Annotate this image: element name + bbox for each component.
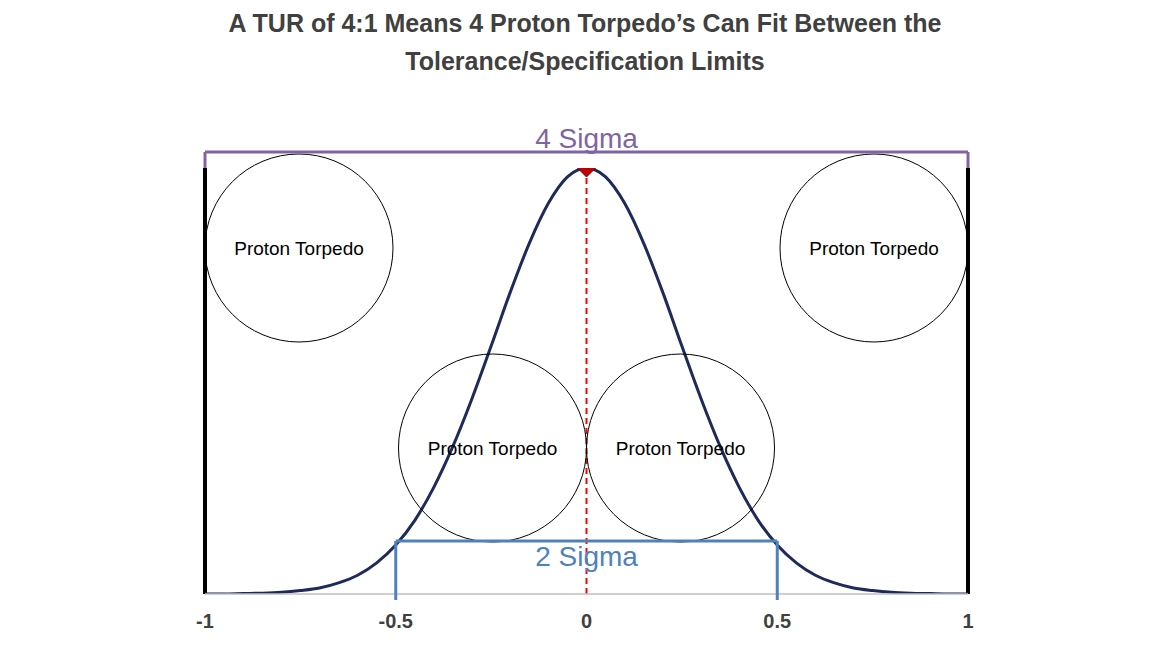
svg-text:1: 1 <box>962 610 973 632</box>
svg-text:Proton Torpedo: Proton Torpedo <box>234 238 364 259</box>
svg-text:Proton Torpedo: Proton Torpedo <box>428 438 558 459</box>
svg-text:0.5: 0.5 <box>763 610 791 632</box>
svg-text:Proton Torpedo: Proton Torpedo <box>809 238 939 259</box>
svg-text:Proton Torpedo: Proton Torpedo <box>616 438 746 459</box>
svg-text:-0.5: -0.5 <box>379 610 413 632</box>
svg-text:-1: -1 <box>196 610 214 632</box>
html-text:A TUR of 4:1 Means 4 Proton To: A TUR of 4:1 Means 4 Proton Torpedo’s Ca… <box>228 9 942 75</box>
svg-text:4 Sigma: 4 Sigma <box>535 123 638 154</box>
svg-text:2 Sigma: 2 Sigma <box>535 541 638 572</box>
svg-text:0: 0 <box>581 610 592 632</box>
